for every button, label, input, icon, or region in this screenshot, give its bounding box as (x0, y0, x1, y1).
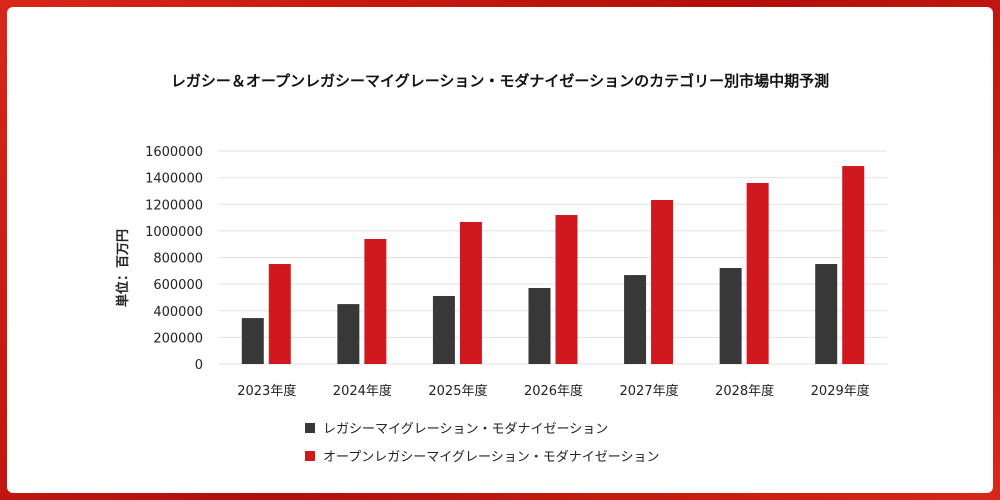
bar-open-legacy (842, 166, 865, 364)
bar-legacy (528, 287, 551, 364)
x-tick-label: 2023年度 (237, 383, 296, 399)
legend-item-open-legacy: オープンレガシーマイグレーション・モダナイゼーション (305, 446, 659, 465)
x-tick-label: 2027年度 (620, 383, 679, 399)
y-tick-label: 0 (195, 358, 203, 373)
x-tick-label: 2024年度 (333, 383, 392, 399)
y-tick-label: 1000000 (145, 225, 203, 240)
y-tick-label: 1200000 (145, 198, 203, 213)
y-tick-label: 400000 (153, 305, 203, 320)
bar-legacy (337, 304, 360, 364)
bar-legacy (432, 295, 455, 364)
legend-item-legacy: レガシーマイグレーション・モダナイゼーション (305, 418, 608, 437)
bar-open-legacy (651, 199, 674, 364)
legend-swatch (305, 422, 315, 433)
bar-open-legacy (268, 264, 291, 364)
bar-open-legacy (459, 221, 482, 364)
y-tick-label: 1600000 (145, 145, 203, 160)
bar-open-legacy (555, 215, 578, 364)
bar-open-legacy (364, 238, 387, 364)
y-tick-label: 200000 (153, 331, 203, 346)
y-axis-label: 単位：百万円 (115, 229, 131, 307)
bar-legacy (815, 264, 838, 364)
x-tick-label: 2026年度 (524, 383, 583, 399)
chart-title: レガシー＆オープンレガシーマイグレーション・モダナイゼーションのカテゴリー別市場… (170, 72, 830, 90)
bar-legacy (241, 318, 264, 364)
legend-label: オープンレガシーマイグレーション・モダナイゼーション (323, 450, 660, 465)
legend-swatch (305, 450, 315, 461)
x-tick-label: 2025年度 (428, 383, 487, 399)
y-tick-label: 1400000 (145, 172, 203, 187)
x-tick-label: 2029年度 (811, 383, 870, 399)
x-tick-label: 2028年度 (715, 383, 774, 399)
bar-open-legacy (746, 182, 769, 364)
legend-label: レガシーマイグレーション・モダナイゼーション (323, 422, 609, 437)
y-tick-label: 600000 (153, 278, 203, 293)
y-tick-label: 800000 (153, 252, 203, 267)
bar-legacy (624, 275, 647, 364)
bar-legacy (719, 268, 742, 364)
chart-card (7, 7, 993, 493)
